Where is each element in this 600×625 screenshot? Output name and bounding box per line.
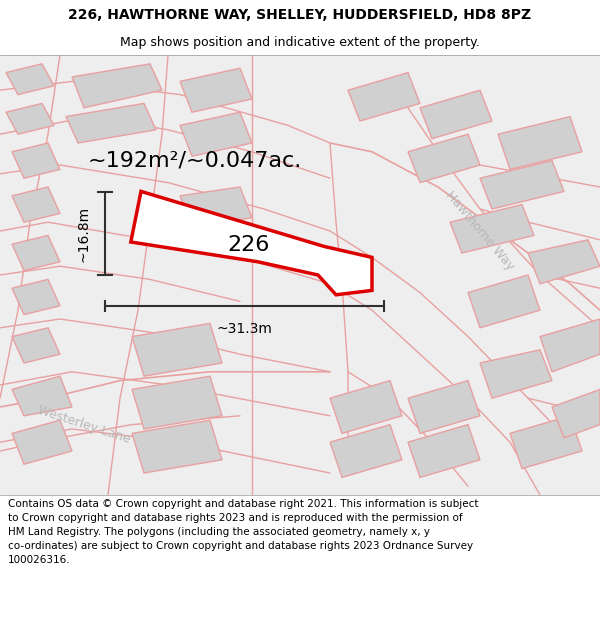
Text: ~192m²/~0.047ac.: ~192m²/~0.047ac. (88, 151, 302, 171)
Polygon shape (348, 72, 420, 121)
Polygon shape (180, 68, 252, 112)
Polygon shape (540, 319, 600, 372)
Text: Map shows position and indicative extent of the property.: Map shows position and indicative extent… (120, 36, 480, 49)
Polygon shape (480, 161, 564, 209)
Polygon shape (408, 134, 480, 182)
Polygon shape (132, 420, 222, 473)
Polygon shape (552, 389, 600, 438)
Polygon shape (12, 420, 72, 464)
Polygon shape (12, 236, 60, 271)
Polygon shape (66, 103, 156, 143)
Polygon shape (420, 90, 492, 139)
Polygon shape (468, 275, 540, 328)
Polygon shape (12, 279, 60, 314)
Text: ~31.3m: ~31.3m (217, 322, 272, 336)
Text: Hawthorne Way: Hawthorne Way (443, 189, 517, 273)
Polygon shape (330, 381, 402, 433)
Polygon shape (6, 103, 54, 134)
Polygon shape (498, 117, 582, 169)
Text: Westerley Lane: Westerley Lane (36, 404, 132, 446)
Text: ~16.8m: ~16.8m (77, 206, 91, 262)
Polygon shape (131, 191, 372, 295)
Polygon shape (180, 112, 252, 156)
Polygon shape (510, 416, 582, 469)
Polygon shape (12, 187, 60, 222)
Polygon shape (450, 204, 534, 253)
Polygon shape (408, 424, 480, 478)
Polygon shape (12, 328, 60, 363)
Polygon shape (12, 143, 60, 178)
Polygon shape (132, 376, 222, 429)
Text: 226: 226 (228, 235, 270, 255)
Polygon shape (6, 64, 54, 94)
Polygon shape (408, 381, 480, 433)
Polygon shape (12, 376, 72, 416)
Polygon shape (132, 323, 222, 376)
Polygon shape (330, 424, 402, 478)
Text: 226, HAWTHORNE WAY, SHELLEY, HUDDERSFIELD, HD8 8PZ: 226, HAWTHORNE WAY, SHELLEY, HUDDERSFIEL… (68, 8, 532, 22)
Polygon shape (480, 350, 552, 398)
Polygon shape (528, 240, 600, 284)
Text: Contains OS data © Crown copyright and database right 2021. This information is : Contains OS data © Crown copyright and d… (8, 499, 478, 565)
Polygon shape (180, 187, 252, 227)
Polygon shape (72, 64, 162, 107)
